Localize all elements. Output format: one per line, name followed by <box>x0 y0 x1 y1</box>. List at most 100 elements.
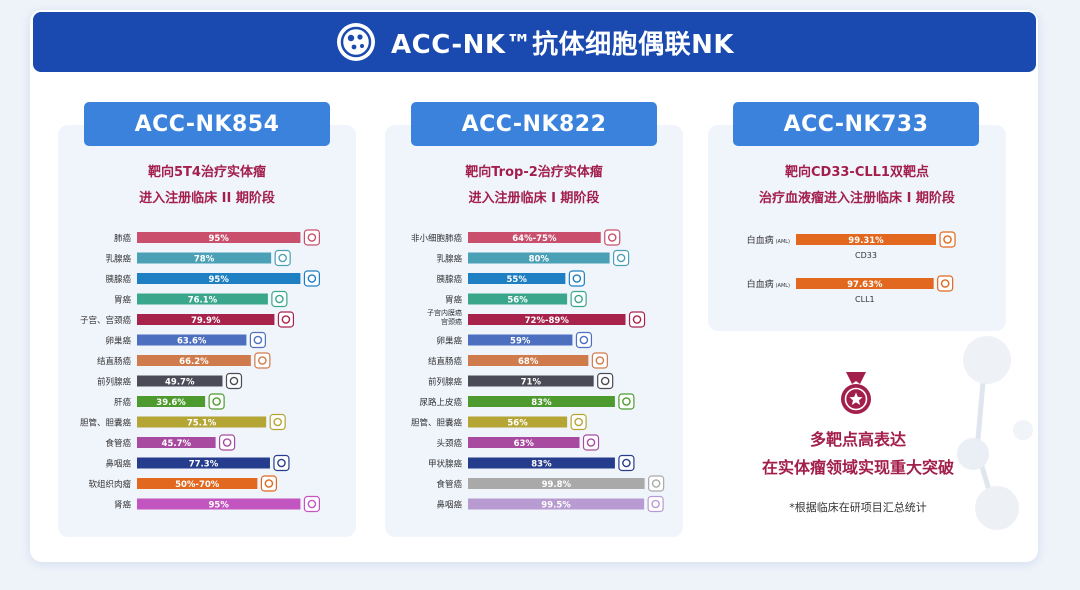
liver-icon <box>208 393 225 410</box>
data-label: 83% <box>531 398 552 408</box>
category-label: 软组织肉瘤 <box>88 479 131 490</box>
category-label: 乳腺癌 <box>436 254 462 265</box>
data-label: 95% <box>209 501 230 511</box>
uterus-icon <box>277 311 295 328</box>
category-label: 非小细胞肺癌 <box>411 233 463 244</box>
bar-chart-acc-nk733: 白血病 (AML) 99.31% CD33 白血病 (AML) 97.63% CLL1 <box>747 231 956 304</box>
subtitle-line: 进入注册临床 II 期阶段 <box>139 191 275 206</box>
data-label: 76.1% <box>188 296 218 306</box>
bar <box>137 498 301 510</box>
footnote: *根据临床在研项目汇总统计 <box>789 501 927 514</box>
data-label: 39.6% <box>156 398 186 408</box>
data-label: 99.8% <box>542 480 572 490</box>
data-label: 63.6% <box>177 337 207 347</box>
esophagus-icon <box>648 475 665 492</box>
highlight-text: 多靶点高表达 在实体瘤领域实现重大突破 <box>708 426 1008 482</box>
uterus-icon <box>628 311 646 328</box>
data-label: 77.3% <box>189 460 219 470</box>
bar <box>137 334 247 346</box>
bar <box>796 278 934 289</box>
data-label: 79.9% <box>191 316 221 326</box>
data-label: 55% <box>506 275 527 285</box>
bar <box>137 355 251 366</box>
stomach-icon <box>271 290 288 308</box>
data-label: 64%-75% <box>512 234 557 244</box>
category-label: 卵巢癌 <box>436 336 462 347</box>
bar <box>468 478 645 489</box>
subtitle-line: 治疗血液瘤进入注册临床 I 期阶段 <box>759 191 955 206</box>
data-label: 66.2% <box>179 357 209 367</box>
category-label: 结直肠癌 <box>428 356 463 367</box>
page-title: ACC-NK™抗体细胞偶联NK <box>391 29 734 60</box>
gallbladder-icon <box>570 413 587 431</box>
highlight-line: 多靶点高表达 <box>809 430 906 449</box>
bar <box>468 273 566 284</box>
card-subtitle-acc-nk822: 靶向Trop-2治疗实体瘤 进入注册临床 I 期阶段 <box>385 160 683 212</box>
blood-drop-icon <box>939 231 956 248</box>
card-title-acc-nk822: ACC-NK822 <box>411 102 657 146</box>
category-label: 鼻咽癌 <box>436 500 462 511</box>
breast-icon <box>613 249 630 267</box>
category-label: 胃癌 <box>114 295 132 306</box>
data-label: 99.31% <box>848 236 884 246</box>
bar <box>468 437 580 448</box>
category-label: 食管癌 <box>436 479 462 490</box>
category-label: 胃癌 <box>445 295 463 306</box>
title-banner: ACC-NK™抗体细胞偶联NK <box>33 12 1036 72</box>
nasopharynx-icon <box>273 454 290 472</box>
bar <box>468 416 568 428</box>
card-subtitle-acc-nk733: 靶向CD33-CLL1双靶点 治疗血液瘤进入注册临床 I 期阶段 <box>708 160 1006 212</box>
colon-icon <box>591 352 608 369</box>
category-label: 子宫内膜癌宫颈癌 <box>427 308 462 326</box>
data-label: 78% <box>194 255 215 265</box>
data-label: 99.5% <box>541 501 571 511</box>
target-label: CD33 <box>855 251 877 260</box>
data-label: 49.7% <box>165 378 195 388</box>
card-title-acc-nk733: ACC-NK733 <box>733 102 979 146</box>
bar <box>468 457 615 469</box>
category-label: 胆管、胆囊癌 <box>411 418 463 429</box>
bar <box>137 252 272 264</box>
bar <box>468 355 589 366</box>
data-label: 97.63% <box>847 280 883 290</box>
bar <box>137 457 270 469</box>
bar <box>137 232 301 243</box>
bar <box>137 396 206 407</box>
data-label: 95% <box>209 234 230 244</box>
category-label: 胆管、胆囊癌 <box>80 418 132 429</box>
bar <box>468 293 568 305</box>
data-label: 80% <box>529 255 550 265</box>
bar <box>468 232 601 243</box>
subtitle-line: 进入注册临床 I 期阶段 <box>468 191 600 206</box>
category-label: 胰腺癌 <box>105 274 131 285</box>
category-label: 甲状腺癌 <box>428 459 463 470</box>
category-label: 鼻咽癌 <box>105 459 131 470</box>
ovary-icon <box>249 331 266 349</box>
head-neck-icon <box>582 434 600 451</box>
data-label: 50%-70% <box>175 480 220 490</box>
category-label: 子宫、宫颈癌 <box>80 315 132 326</box>
data-label: 59% <box>510 337 531 347</box>
bar <box>468 334 573 346</box>
cell-cluster-icon <box>337 23 375 61</box>
bar <box>468 252 610 264</box>
pancreas-icon <box>303 270 320 287</box>
pancreas-icon <box>568 270 585 287</box>
data-label: 45.7% <box>162 439 192 449</box>
category-label: 肺癌 <box>114 233 132 244</box>
esophagus-icon <box>219 434 236 451</box>
data-label: 72%-89% <box>525 316 570 326</box>
category-label: 肝癌 <box>114 397 132 408</box>
ovary-icon <box>575 331 593 349</box>
thyroid-icon <box>618 454 635 472</box>
category-label: 前列腺癌 <box>97 377 132 388</box>
category-label: 前列腺癌 <box>428 377 463 388</box>
stomach-icon <box>570 290 587 308</box>
medal-icon <box>841 372 871 414</box>
category-label: 肾癌 <box>114 500 132 511</box>
lungs-icon <box>303 229 320 246</box>
bladder-icon <box>618 393 635 410</box>
bar-chart-acc-nk854: 肺癌 95% 乳腺癌 78% 胰腺癌 95% 胃癌 76.1% 子宫、宫颈癌 79.9% 卵巢癌 63… <box>80 229 320 513</box>
subtitle-line: 靶向5T4治疗实体瘤 <box>148 165 266 180</box>
category-label: 白血病 (AML) <box>747 234 790 246</box>
